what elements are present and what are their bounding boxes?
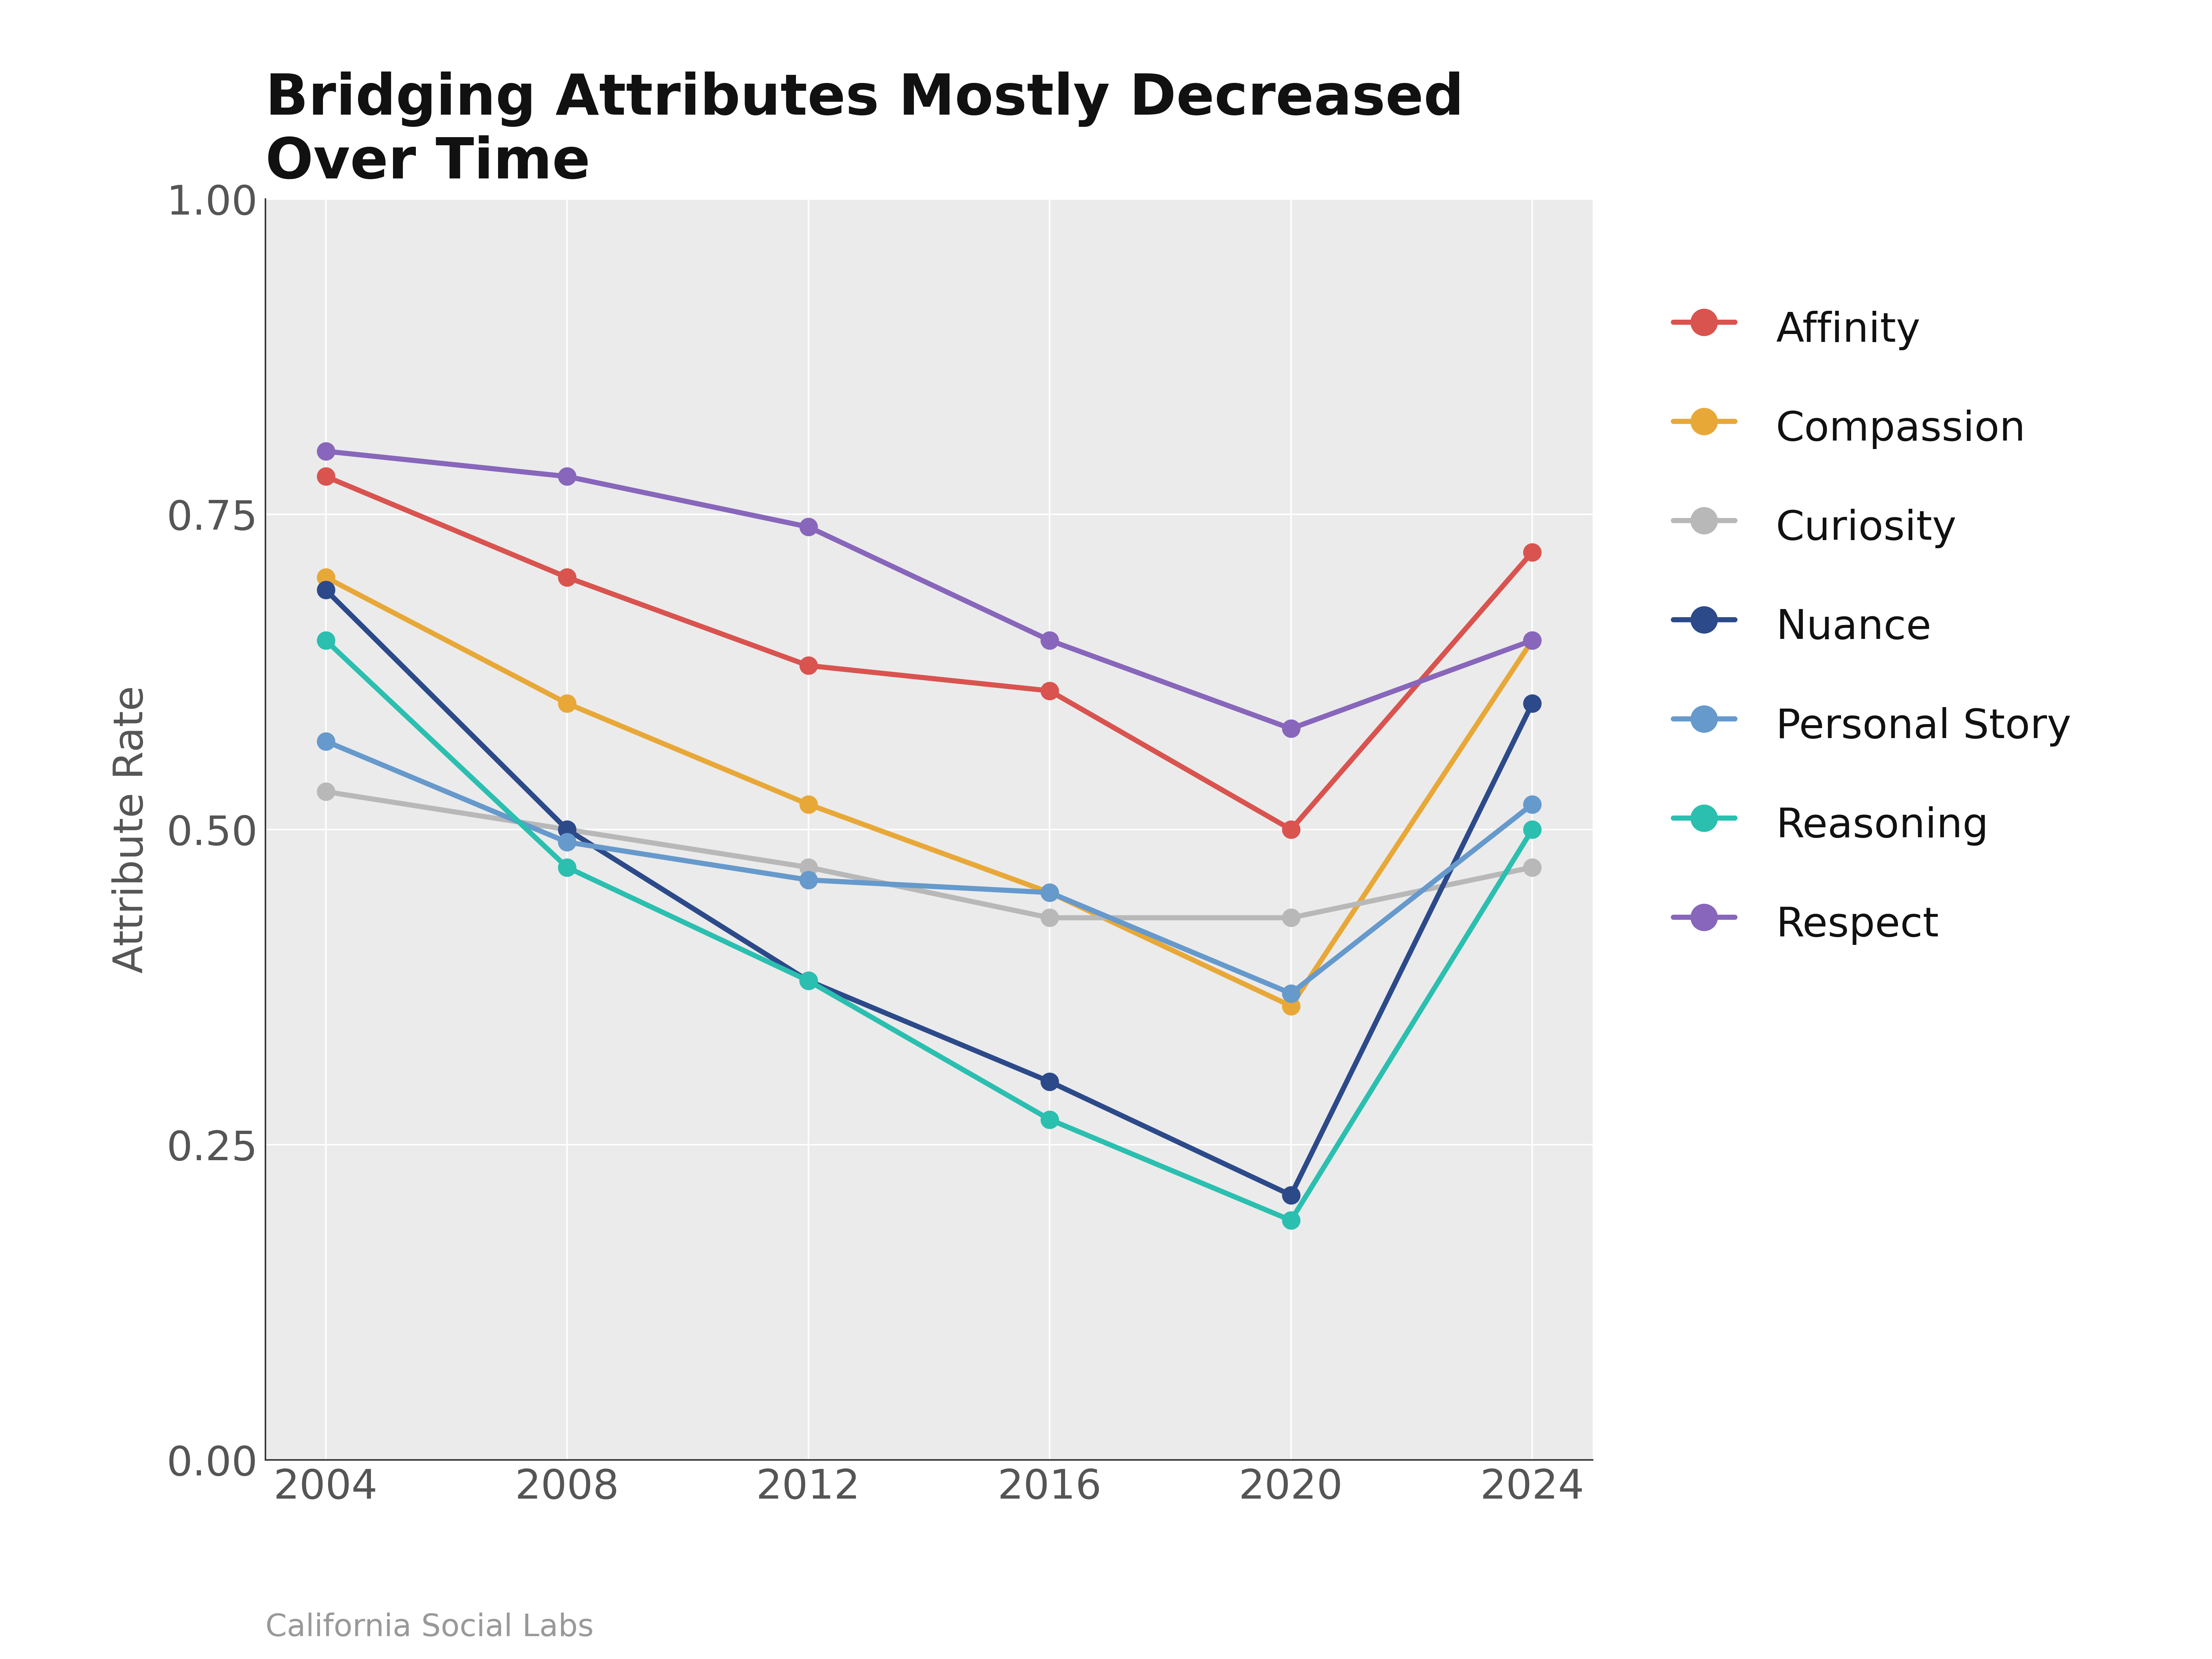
Personal Story	[312, 732, 338, 752]
Nuance	[1279, 1185, 1305, 1204]
Curiosity	[1279, 907, 1305, 927]
Compassion	[1279, 995, 1305, 1015]
Reasoning	[794, 971, 821, 990]
Compassion	[1037, 883, 1064, 902]
Reasoning	[553, 858, 580, 878]
Respect	[1037, 630, 1064, 650]
Line: Reasoning: Reasoning	[316, 632, 1542, 1229]
Curiosity	[1520, 858, 1546, 878]
Text: Bridging Attributes Mostly Decreased
Over Time: Bridging Attributes Mostly Decreased Ove…	[265, 71, 1464, 191]
Personal Story	[553, 833, 580, 853]
Legend: Affinity, Compassion, Curiosity, Nuance, Personal Story, Reasoning, Respect: Affinity, Compassion, Curiosity, Nuance,…	[1652, 282, 2093, 969]
Nuance	[553, 820, 580, 839]
Line: Affinity: Affinity	[316, 468, 1542, 838]
Affinity	[1279, 820, 1305, 839]
Affinity	[794, 655, 821, 675]
Respect	[1279, 718, 1305, 738]
Respect	[553, 466, 580, 486]
Line: Respect: Respect	[316, 443, 1542, 738]
Nuance	[1520, 693, 1546, 713]
Text: California Social Labs: California Social Labs	[265, 1613, 593, 1642]
Line: Compassion: Compassion	[316, 569, 1542, 1015]
Respect	[1520, 630, 1546, 650]
Affinity	[1520, 542, 1546, 562]
Reasoning	[1279, 1211, 1305, 1231]
Nuance	[794, 971, 821, 990]
Curiosity	[553, 820, 580, 839]
Compassion	[1520, 630, 1546, 650]
Respect	[794, 518, 821, 538]
Personal Story	[1520, 795, 1546, 815]
Affinity	[1037, 680, 1064, 700]
Personal Story	[794, 869, 821, 889]
Compassion	[794, 795, 821, 815]
Respect	[312, 441, 338, 461]
Reasoning	[1037, 1110, 1064, 1130]
Nuance	[312, 581, 338, 601]
Personal Story	[1037, 883, 1064, 902]
Personal Story	[1279, 984, 1305, 1004]
Nuance	[1037, 1072, 1064, 1092]
Curiosity	[794, 858, 821, 878]
Affinity	[312, 466, 338, 486]
Line: Personal Story: Personal Story	[316, 732, 1542, 1002]
Y-axis label: Attribute Rate: Attribute Rate	[111, 685, 150, 974]
Compassion	[312, 567, 338, 587]
Reasoning	[312, 630, 338, 650]
Affinity	[553, 567, 580, 587]
Curiosity	[312, 781, 338, 801]
Reasoning	[1520, 820, 1546, 839]
Line: Nuance: Nuance	[316, 581, 1542, 1204]
Line: Curiosity: Curiosity	[316, 783, 1542, 927]
Curiosity	[1037, 907, 1064, 927]
Compassion	[553, 693, 580, 713]
